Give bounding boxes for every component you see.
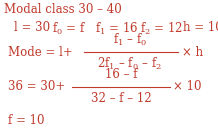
Text: $\mathregular{f_0}$ = f: $\mathregular{f_0}$ = f bbox=[52, 21, 86, 37]
Text: l = 30: l = 30 bbox=[14, 21, 50, 34]
Text: $\mathregular{f_1}$ – $\mathregular{f_0}$: $\mathregular{f_1}$ – $\mathregular{f_0}… bbox=[113, 32, 147, 48]
Text: f = 10: f = 10 bbox=[8, 115, 44, 127]
Text: Modal class 30 – 40: Modal class 30 – 40 bbox=[4, 3, 122, 16]
Text: 2$\mathregular{f_1}$ – $\mathregular{f_0}$ – $\mathregular{f_2}$: 2$\mathregular{f_1}$ – $\mathregular{f_0… bbox=[97, 56, 163, 72]
Text: $\mathregular{f_2}$ = 12: $\mathregular{f_2}$ = 12 bbox=[140, 21, 183, 37]
Text: × 10: × 10 bbox=[173, 80, 201, 94]
Text: 16 – f: 16 – f bbox=[105, 69, 137, 81]
Text: 36 = 30+: 36 = 30+ bbox=[8, 80, 65, 94]
Text: × h: × h bbox=[182, 45, 203, 59]
Text: 32 – f – 12: 32 – f – 12 bbox=[91, 92, 151, 106]
Text: h = 10: h = 10 bbox=[183, 21, 218, 34]
Text: Mode = l+: Mode = l+ bbox=[8, 45, 73, 59]
Text: $\mathregular{f_1}$ = 16: $\mathregular{f_1}$ = 16 bbox=[95, 21, 139, 37]
